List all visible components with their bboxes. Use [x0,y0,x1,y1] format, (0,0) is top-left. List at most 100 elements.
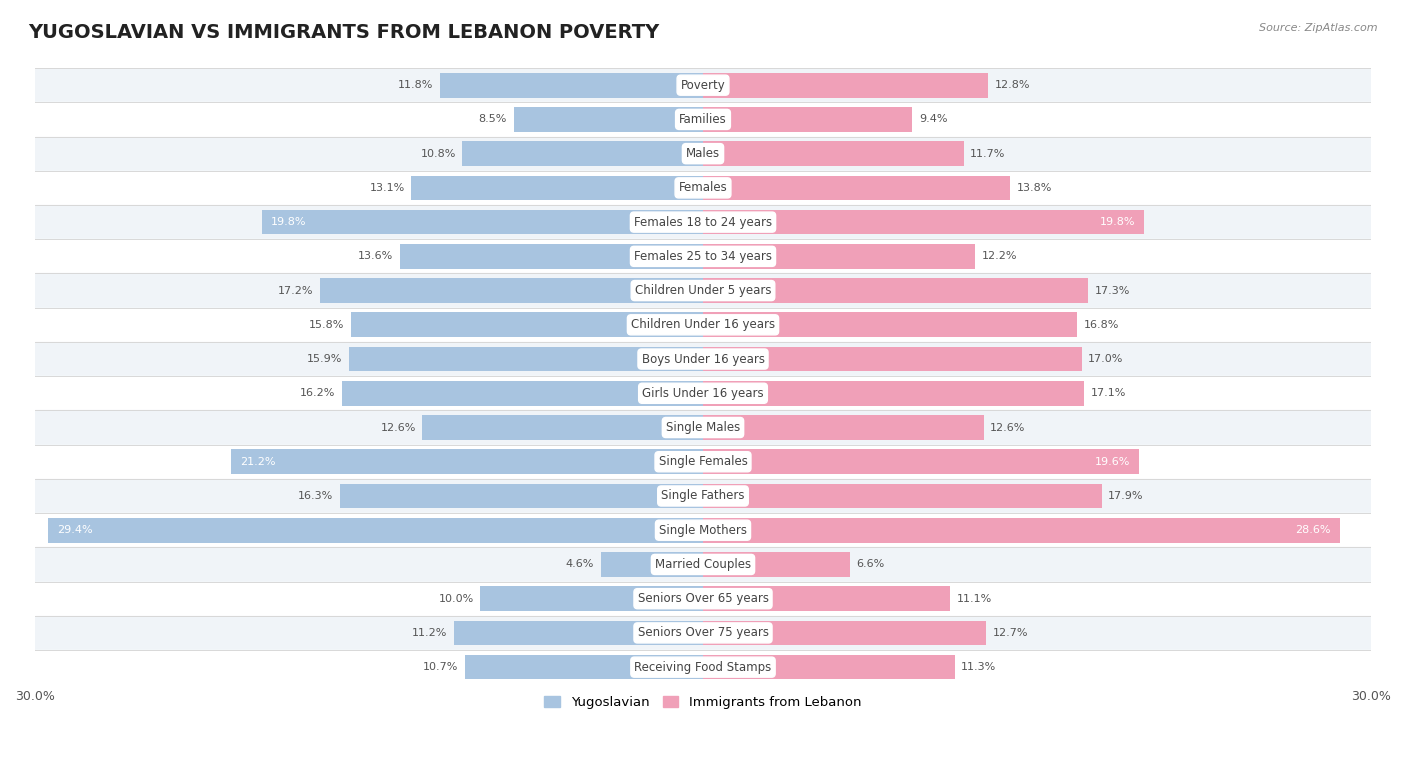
Text: 16.8%: 16.8% [1084,320,1119,330]
Text: Females 18 to 24 years: Females 18 to 24 years [634,215,772,229]
Text: Families: Families [679,113,727,126]
Text: 11.1%: 11.1% [957,594,993,603]
Bar [48,518,703,543]
Bar [35,68,1371,102]
Bar [703,244,974,268]
Bar [465,655,703,679]
Text: 11.8%: 11.8% [398,80,433,90]
Text: Single Females: Single Females [658,456,748,468]
Text: 15.9%: 15.9% [307,354,342,364]
Bar [35,136,1371,171]
Bar [35,308,1371,342]
Bar [35,410,1371,445]
Bar [703,107,912,132]
Bar [412,176,703,200]
Text: 12.8%: 12.8% [994,80,1031,90]
Bar [321,278,703,303]
Text: Children Under 16 years: Children Under 16 years [631,318,775,331]
Text: Single Males: Single Males [666,421,740,434]
Text: 11.3%: 11.3% [962,662,997,672]
Bar [481,587,703,611]
Bar [35,376,1371,410]
Text: Girls Under 16 years: Girls Under 16 years [643,387,763,399]
Bar [35,102,1371,136]
Text: 13.1%: 13.1% [370,183,405,193]
Text: Children Under 5 years: Children Under 5 years [634,284,772,297]
Bar [342,381,703,406]
Text: 17.1%: 17.1% [1091,388,1126,398]
Text: Males: Males [686,147,720,160]
Bar [703,176,1011,200]
Text: Source: ZipAtlas.com: Source: ZipAtlas.com [1260,23,1378,33]
Bar [262,210,703,234]
Bar [703,587,950,611]
Text: 19.8%: 19.8% [1099,217,1135,227]
Text: 9.4%: 9.4% [920,114,948,124]
Bar [703,621,986,645]
Bar [35,547,1371,581]
Bar [513,107,703,132]
Bar [703,484,1102,509]
Text: 17.3%: 17.3% [1095,286,1130,296]
Bar [703,449,1139,474]
Text: Females 25 to 34 years: Females 25 to 34 years [634,250,772,263]
Bar [703,655,955,679]
Bar [35,513,1371,547]
Text: 6.6%: 6.6% [856,559,884,569]
Text: 12.2%: 12.2% [981,252,1017,262]
Bar [35,274,1371,308]
Text: Seniors Over 75 years: Seniors Over 75 years [637,626,769,640]
Text: Females: Females [679,181,727,194]
Text: Boys Under 16 years: Boys Under 16 years [641,352,765,365]
Bar [35,342,1371,376]
Text: 28.6%: 28.6% [1295,525,1331,535]
Bar [703,381,1084,406]
Bar [703,141,963,166]
Bar [703,518,1340,543]
Text: YUGOSLAVIAN VS IMMIGRANTS FROM LEBANON POVERTY: YUGOSLAVIAN VS IMMIGRANTS FROM LEBANON P… [28,23,659,42]
Bar [340,484,703,509]
Text: 16.2%: 16.2% [301,388,336,398]
Bar [35,615,1371,650]
Bar [35,479,1371,513]
Text: 17.0%: 17.0% [1088,354,1123,364]
Bar [703,552,851,577]
Bar [349,346,703,371]
Text: 12.7%: 12.7% [993,628,1028,638]
Bar [454,621,703,645]
Text: Receiving Food Stamps: Receiving Food Stamps [634,661,772,674]
Bar [35,650,1371,684]
Legend: Yugoslavian, Immigrants from Lebanon: Yugoslavian, Immigrants from Lebanon [538,691,868,715]
Bar [703,415,984,440]
Text: 12.6%: 12.6% [381,422,416,433]
Text: 15.8%: 15.8% [309,320,344,330]
Text: 21.2%: 21.2% [240,457,276,467]
Text: Married Couples: Married Couples [655,558,751,571]
Bar [231,449,703,474]
Text: 8.5%: 8.5% [478,114,508,124]
Text: Single Mothers: Single Mothers [659,524,747,537]
Text: 19.8%: 19.8% [271,217,307,227]
Text: 17.9%: 17.9% [1108,491,1144,501]
Text: 11.2%: 11.2% [412,628,447,638]
Bar [463,141,703,166]
Text: 19.6%: 19.6% [1095,457,1130,467]
Bar [703,210,1144,234]
Text: 16.3%: 16.3% [298,491,333,501]
Bar [35,581,1371,615]
Text: 13.8%: 13.8% [1017,183,1052,193]
Text: 10.7%: 10.7% [423,662,458,672]
Text: Single Fathers: Single Fathers [661,490,745,503]
Text: Poverty: Poverty [681,79,725,92]
Bar [703,278,1088,303]
Bar [35,240,1371,274]
Bar [352,312,703,337]
Bar [703,346,1081,371]
Bar [440,73,703,98]
Bar [35,171,1371,205]
Text: 4.6%: 4.6% [565,559,593,569]
Text: 13.6%: 13.6% [359,252,394,262]
Bar [401,244,703,268]
Bar [703,312,1077,337]
Bar [35,205,1371,240]
